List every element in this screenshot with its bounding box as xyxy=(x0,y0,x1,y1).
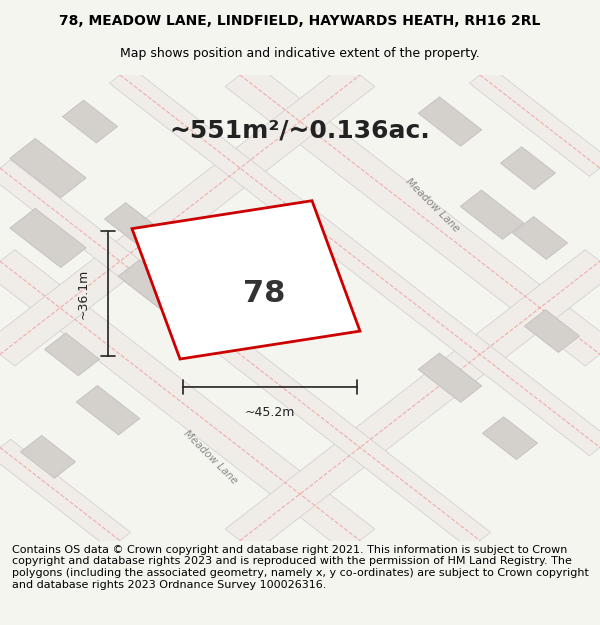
Polygon shape xyxy=(132,201,360,359)
Polygon shape xyxy=(482,417,538,459)
Polygon shape xyxy=(76,386,140,435)
Polygon shape xyxy=(20,436,76,478)
Polygon shape xyxy=(418,353,482,402)
Polygon shape xyxy=(418,97,482,146)
Text: Contains OS data © Crown copyright and database right 2021. This information is : Contains OS data © Crown copyright and d… xyxy=(12,545,589,589)
Polygon shape xyxy=(225,64,600,366)
Text: ~551m²/~0.136ac.: ~551m²/~0.136ac. xyxy=(170,119,430,143)
Text: Map shows position and indicative extent of the property.: Map shows position and indicative extent… xyxy=(120,48,480,61)
Polygon shape xyxy=(118,260,182,309)
Polygon shape xyxy=(500,147,556,189)
Polygon shape xyxy=(62,100,118,143)
Polygon shape xyxy=(0,439,131,549)
Polygon shape xyxy=(109,67,600,456)
Polygon shape xyxy=(10,139,86,198)
Polygon shape xyxy=(0,160,491,549)
Polygon shape xyxy=(512,217,568,259)
Polygon shape xyxy=(0,64,375,366)
Text: 78, MEADOW LANE, LINDFIELD, HAYWARDS HEATH, RH16 2RL: 78, MEADOW LANE, LINDFIELD, HAYWARDS HEA… xyxy=(59,14,541,28)
Polygon shape xyxy=(225,250,600,552)
Text: 78: 78 xyxy=(243,279,285,308)
Polygon shape xyxy=(44,333,100,376)
Polygon shape xyxy=(10,208,86,268)
Polygon shape xyxy=(460,190,524,239)
Polygon shape xyxy=(104,202,160,246)
Text: Meadow Lane: Meadow Lane xyxy=(403,176,461,234)
Text: ~45.2m: ~45.2m xyxy=(245,406,295,419)
Polygon shape xyxy=(469,67,600,176)
Polygon shape xyxy=(524,310,580,352)
Text: Meadow Lane: Meadow Lane xyxy=(181,428,239,486)
Text: ~36.1m: ~36.1m xyxy=(77,269,90,319)
Polygon shape xyxy=(0,250,375,552)
